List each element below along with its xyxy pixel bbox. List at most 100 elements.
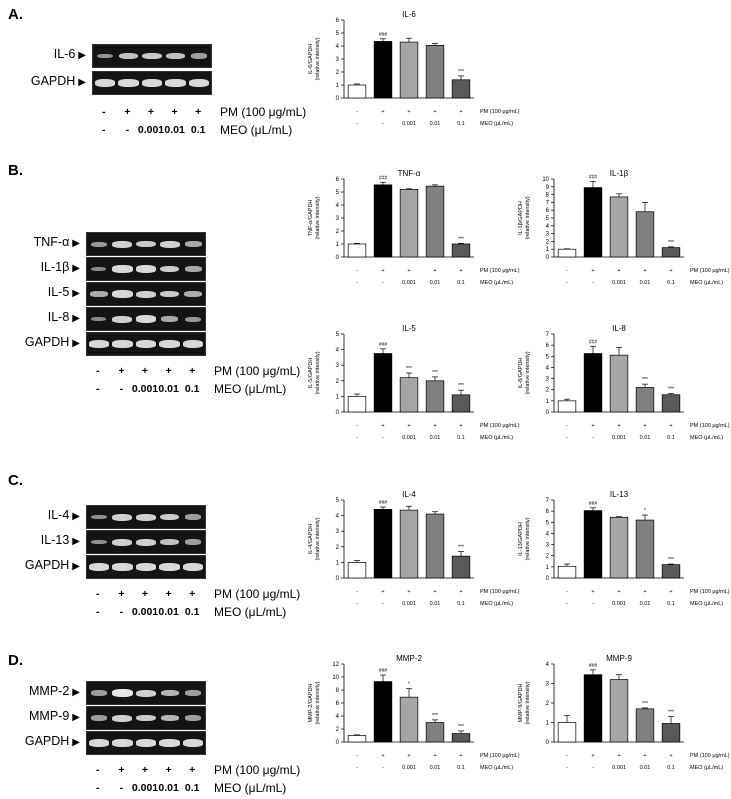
- chart-meo-label: MEO (μL/mL): [480, 121, 513, 127]
- y-axis-label: IL-5/GAPDH: [308, 358, 314, 389]
- gel-band: [159, 513, 180, 521]
- condition-value: +: [147, 106, 155, 118]
- condition-value: 0.01: [158, 606, 179, 618]
- chart-pm-value: +: [643, 423, 646, 429]
- condition-value: 0.001: [131, 383, 159, 395]
- y-axis-label: TNF-α/GAPDH: [308, 200, 314, 237]
- gel-strip: [86, 731, 206, 755]
- y-tick-label: 1: [336, 560, 340, 566]
- chart-title: IL-8: [612, 324, 626, 333]
- bar: [347, 396, 367, 413]
- gel-band: [112, 265, 133, 273]
- bar: [451, 394, 471, 413]
- significance-label: ***: [668, 240, 674, 246]
- gel-band: [112, 290, 133, 298]
- bar-chart-il13: IL-13 IL-13/GAPDH (relative intensity) 0 1 2 3…: [518, 490, 730, 607]
- y-tick-label: 6: [546, 208, 550, 214]
- gel-band: [182, 340, 204, 348]
- chart-meo-value: 0.01: [430, 280, 441, 286]
- y-tick-label: 2: [546, 554, 550, 560]
- chart-pm-value: -: [566, 268, 568, 274]
- gel-band: [159, 265, 180, 273]
- gel-band: [159, 739, 180, 747]
- condition-value: +: [118, 588, 125, 600]
- condition-value: 0.1: [184, 606, 200, 618]
- chart-meo-value: 0.001: [402, 435, 416, 441]
- gel-strip: [86, 307, 206, 331]
- gel-band: [160, 715, 179, 721]
- chart-meo-value: -: [356, 121, 358, 127]
- gel-band: [159, 240, 180, 248]
- y-tick-label: 1: [546, 721, 550, 727]
- gel-marker-name: IL-5: [47, 285, 70, 299]
- bar-chart-il1b: IL-1β IL-1β/GAPDH (relative intensity) 0 1 23…: [518, 169, 730, 286]
- gel-meo-row: - -0.001 0.01 0.1: [92, 124, 210, 138]
- gel-band: [184, 539, 202, 545]
- chart-meo-label: MEO (μL/mL): [480, 280, 513, 286]
- y-tick-label: 4: [546, 662, 550, 668]
- y-tick-label: 5: [546, 354, 550, 360]
- chart-pm-value: +: [407, 753, 410, 759]
- gel-band: [88, 563, 110, 571]
- chart-pm-value: +: [381, 589, 384, 595]
- y-tick-label: 0: [336, 255, 340, 261]
- gel-band: [112, 513, 133, 521]
- gel-band: [91, 316, 107, 322]
- gel-band: [88, 340, 110, 348]
- y-tick-label: 3: [336, 57, 340, 63]
- chart-pm-value: +: [407, 109, 410, 115]
- gel-marker-label: IL-6 ▶: [0, 47, 86, 61]
- y-tick-label: 5: [336, 190, 340, 196]
- gel-band: [160, 690, 179, 696]
- gel-marker-label: GAPDH ▶: [0, 734, 80, 748]
- y-tick-label: 3: [546, 232, 550, 238]
- bar: [451, 243, 471, 258]
- chart-meo-value: 0.001: [402, 601, 416, 607]
- chart-meo-label: MEO (μL/mL): [690, 280, 723, 286]
- gel-marker-name: IL-1β: [40, 260, 70, 274]
- gel-band: [111, 689, 134, 697]
- bar: [425, 185, 445, 258]
- bar-chart-mmp2: MMP-2 MMP-2/GAPDH (relative intensity) 0 2 4 6…: [308, 654, 520, 771]
- chart-pm-value: +: [591, 589, 594, 595]
- condition-value: +: [189, 588, 196, 600]
- chart-pm-label: PM (100 μg/mL): [480, 753, 520, 759]
- significance-label: ###: [379, 342, 388, 348]
- chart-title: MMP-2: [396, 654, 422, 663]
- y-axis-label: IL-6/GAPDH: [308, 44, 314, 75]
- chart-meo-value: 0.01: [430, 435, 441, 441]
- arrow-right-icon: ▶: [72, 687, 80, 698]
- gel-band: [135, 739, 157, 747]
- gel-strip: [86, 282, 206, 306]
- y-tick-label: 3: [546, 377, 550, 383]
- y-tick-label: 5: [336, 332, 340, 338]
- gel-marker-name: GAPDH: [30, 74, 76, 88]
- chart-pm-value: +: [643, 589, 646, 595]
- chart-meo-value: 0.1: [457, 765, 465, 771]
- chart-meo-value: -: [382, 435, 384, 441]
- y-tick-label: 5: [546, 216, 550, 222]
- chart-pm-value: +: [669, 423, 672, 429]
- y-tick-label: 7: [546, 332, 550, 338]
- chart-meo-value: -: [592, 280, 594, 286]
- chart-pm-value: +: [433, 753, 436, 759]
- chart-pm-value: +: [433, 268, 436, 274]
- bar-chart-il4: IL-4 IL-4/GAPDH (relative intensity) 0 1 2 3 4 5…: [308, 490, 520, 607]
- chart-meo-value: 0.001: [612, 280, 626, 286]
- gel-band: [184, 690, 202, 696]
- bar: [557, 565, 577, 579]
- chart-pm-value: +: [381, 109, 384, 115]
- chart-meo-value: 0.001: [612, 435, 626, 441]
- y-axis-label: (relative intensity): [315, 681, 321, 724]
- chart-meo-value: -: [382, 601, 384, 607]
- significance-label: ###: [379, 175, 388, 181]
- chart-pm-label: PM (100 μg/mL): [690, 423, 730, 429]
- gel-band: [112, 240, 133, 248]
- chart-pm-value: +: [433, 109, 436, 115]
- gel-band: [184, 514, 202, 520]
- condition-value: -: [96, 606, 100, 618]
- condition-value: +: [118, 365, 125, 377]
- gel-pm-label: PM (100 μg/mL): [214, 587, 301, 601]
- y-tick-label: 4: [546, 365, 550, 371]
- gel-strip: [92, 44, 212, 68]
